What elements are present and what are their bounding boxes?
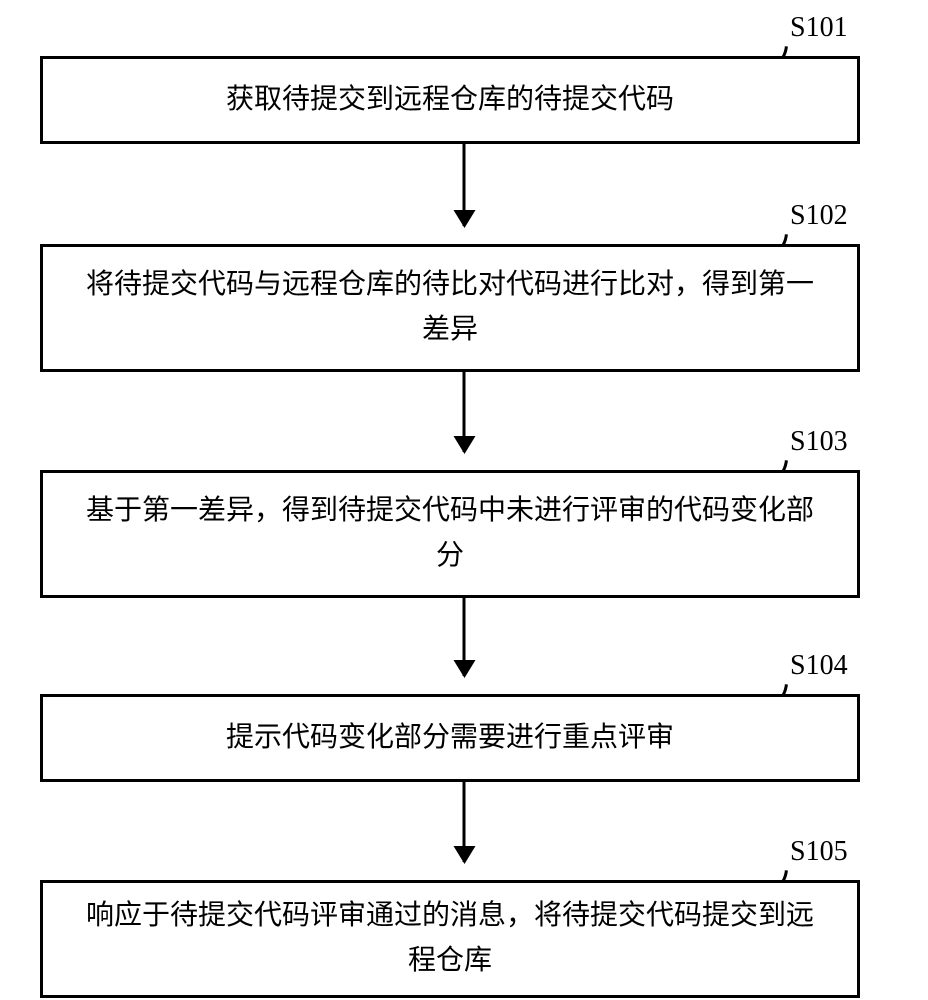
step-label-s103: S103 xyxy=(790,426,848,458)
step-label-s105: S105 xyxy=(790,836,848,868)
flowchart-step-box: 基于第一差异，得到待提交代码中未进行评审的代码变化部分 xyxy=(40,470,860,598)
step-label-s102: S102 xyxy=(790,200,848,232)
flow-arrow xyxy=(463,598,466,676)
flowchart-container: S101 获取待提交到远程仓库的待提交代码 S102 将待提交代码与远程仓库的待… xyxy=(0,0,928,1000)
flowchart-step-box: 获取待提交到远程仓库的待提交代码 xyxy=(40,56,860,144)
flow-arrow xyxy=(463,782,466,862)
flowchart-step-box: 将待提交代码与远程仓库的待比对代码进行比对，得到第一差异 xyxy=(40,244,860,372)
step-text: 提示代码变化部分需要进行重点评审 xyxy=(226,716,674,761)
step-text: 将待提交代码与远程仓库的待比对代码进行比对，得到第一差异 xyxy=(73,263,827,353)
step-label-s104: S104 xyxy=(790,650,848,682)
flow-arrow xyxy=(463,372,466,452)
step-text: 基于第一差异，得到待提交代码中未进行评审的代码变化部分 xyxy=(73,489,827,579)
flow-arrow xyxy=(463,144,466,226)
flowchart-step-box: 提示代码变化部分需要进行重点评审 xyxy=(40,694,860,782)
step-label-s101: S101 xyxy=(790,12,848,44)
flowchart-step-box: 响应于待提交代码评审通过的消息，将待提交代码提交到远程仓库 xyxy=(40,880,860,998)
step-text: 获取待提交到远程仓库的待提交代码 xyxy=(226,78,674,123)
step-text: 响应于待提交代码评审通过的消息，将待提交代码提交到远程仓库 xyxy=(73,894,827,984)
